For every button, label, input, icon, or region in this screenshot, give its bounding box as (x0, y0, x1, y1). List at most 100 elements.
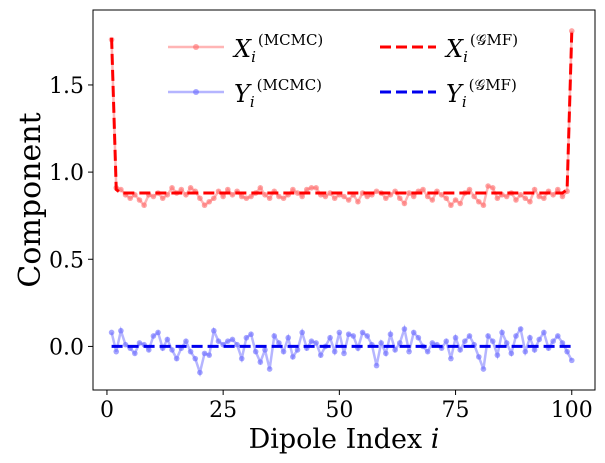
data-point-y-mcmc (243, 334, 250, 341)
data-point-x-mcmc (187, 185, 194, 191)
data-point-y-mcmc (290, 354, 296, 360)
data-point-y-mcmc (197, 369, 203, 376)
legend-marker (193, 89, 199, 95)
x-tick-label: 25 (209, 398, 237, 423)
data-point-y-mcmc (373, 362, 380, 369)
legend-label: Yi(MCMC) (234, 76, 322, 111)
data-point-x-mcmc (410, 193, 417, 200)
data-point-x-mcmc (257, 185, 264, 191)
data-point-x-mcmc (141, 202, 147, 209)
series-line-x-mcmc (110, 30, 574, 208)
data-point-y-mcmc (280, 348, 287, 355)
data-point-x-mcmc (429, 197, 436, 203)
x-tick-label: 50 (325, 398, 353, 423)
data-point-y-mcmc (234, 341, 240, 348)
data-point-y-mcmc (448, 355, 454, 362)
data-point-x-mcmc (448, 202, 454, 209)
data-point-y-mcmc (192, 355, 199, 362)
data-point-x-mcmc (494, 195, 501, 202)
data-point-y-mcmc (136, 340, 143, 346)
data-point-x-mcmc (503, 193, 510, 200)
y-tick-label: 0.5 (49, 248, 84, 273)
data-point-y-mcmc (550, 338, 556, 344)
data-point-x-mcmc (220, 193, 226, 200)
data-point-x-mcmc (243, 195, 250, 202)
data-point-x-mcmc (476, 198, 482, 205)
data-point-x-mcmc (513, 197, 519, 203)
data-point-y-mcmc (187, 348, 194, 355)
data-point-x-mcmc (406, 190, 412, 196)
data-point-y-mcmc (248, 331, 254, 338)
y-tick-label: 1.5 (49, 74, 84, 99)
data-point-y-mcmc (513, 333, 519, 339)
data-point-x-mcmc (225, 186, 231, 193)
data-point-x-mcmc (420, 186, 426, 193)
data-point-y-mcmc (164, 336, 171, 343)
data-point-y-mcmc (531, 347, 538, 353)
data-point-x-mcmc (438, 191, 445, 198)
data-point-x-mcmc (169, 185, 175, 191)
data-point-x-mcmc (443, 195, 450, 202)
data-point-y-mcmc (392, 347, 398, 353)
data-point-x-mcmc (527, 198, 533, 205)
data-point-x-mcmc (466, 186, 473, 193)
data-point-y-mcmc (341, 350, 347, 357)
series-line-x-gmf (110, 32, 574, 195)
data-point-y-mcmc (211, 327, 217, 334)
data-point-y-mcmc (489, 338, 496, 344)
data-point-x-mcmc (304, 186, 310, 193)
data-point-y-mcmc (345, 331, 352, 338)
data-point-x-mcmc (313, 185, 319, 191)
data-point-y-mcmc (485, 333, 491, 339)
data-point-y-mcmc (331, 348, 338, 355)
data-point-y-mcmc (285, 334, 292, 341)
data-point-y-mcmc (229, 336, 236, 343)
data-point-x-mcmc (559, 193, 566, 200)
x-axis: 0 25 50 75 100 (100, 390, 593, 423)
legend-label: Xi(𝒢MF) (444, 31, 518, 66)
legend-marker (193, 44, 199, 50)
y-axis: 0.0 0.5 1.0 1.5 (49, 74, 93, 360)
data-point-y-mcmc (508, 350, 515, 357)
data-point-y-mcmc (308, 338, 315, 344)
data-point-x-mcmc (555, 186, 561, 193)
data-point-x-mcmc (564, 188, 570, 195)
data-point-y-mcmc (173, 355, 180, 362)
data-point-y-mcmc (257, 359, 264, 365)
data-point-y-mcmc (350, 333, 357, 339)
data-point-y-mcmc (462, 338, 468, 344)
data-point-y-mcmc (271, 333, 278, 339)
data-point-x-mcmc (345, 197, 352, 203)
data-point-y-mcmc (327, 334, 333, 341)
data-point-y-mcmc (378, 340, 384, 346)
data-point-x-mcmc (331, 195, 338, 202)
data-point-y-mcmc (476, 354, 482, 360)
data-point-x-mcmc (355, 198, 361, 205)
data-point-y-mcmc (559, 340, 566, 346)
data-point-x-mcmc (150, 193, 157, 200)
data-point-y-mcmc (494, 352, 501, 358)
data-point-y-mcmc (568, 357, 575, 364)
data-point-x-mcmc (127, 195, 133, 202)
data-point-y-mcmc (206, 352, 212, 358)
series-line-y-mcmc (110, 324, 573, 378)
data-point-y-mcmc (252, 348, 259, 355)
data-point-y-mcmc (480, 366, 487, 372)
data-point-x-mcmc (159, 195, 166, 202)
data-point-x-mcmc (364, 193, 371, 200)
data-point-y-mcmc (443, 338, 450, 344)
data-point-y-mcmc (383, 350, 389, 357)
data-point-y-mcmc (118, 327, 124, 334)
data-point-x-mcmc (178, 186, 185, 193)
data-point-y-mcmc (517, 326, 524, 332)
data-point-y-mcmc (201, 350, 208, 357)
legend: Xi(MCMC) Yi(MCMC) Xi(𝒢MF) Yi(𝒢MF) (168, 31, 518, 111)
data-point-x-mcmc (294, 190, 301, 196)
x-tick-label: 100 (551, 398, 593, 423)
data-point-y-mcmc (359, 329, 366, 336)
data-point-x-mcmc (276, 193, 282, 200)
data-point-y-mcmc (527, 334, 533, 341)
data-point-y-mcmc (122, 341, 129, 348)
data-point-x-mcmc (401, 200, 408, 207)
data-point-y-mcmc (536, 336, 543, 343)
